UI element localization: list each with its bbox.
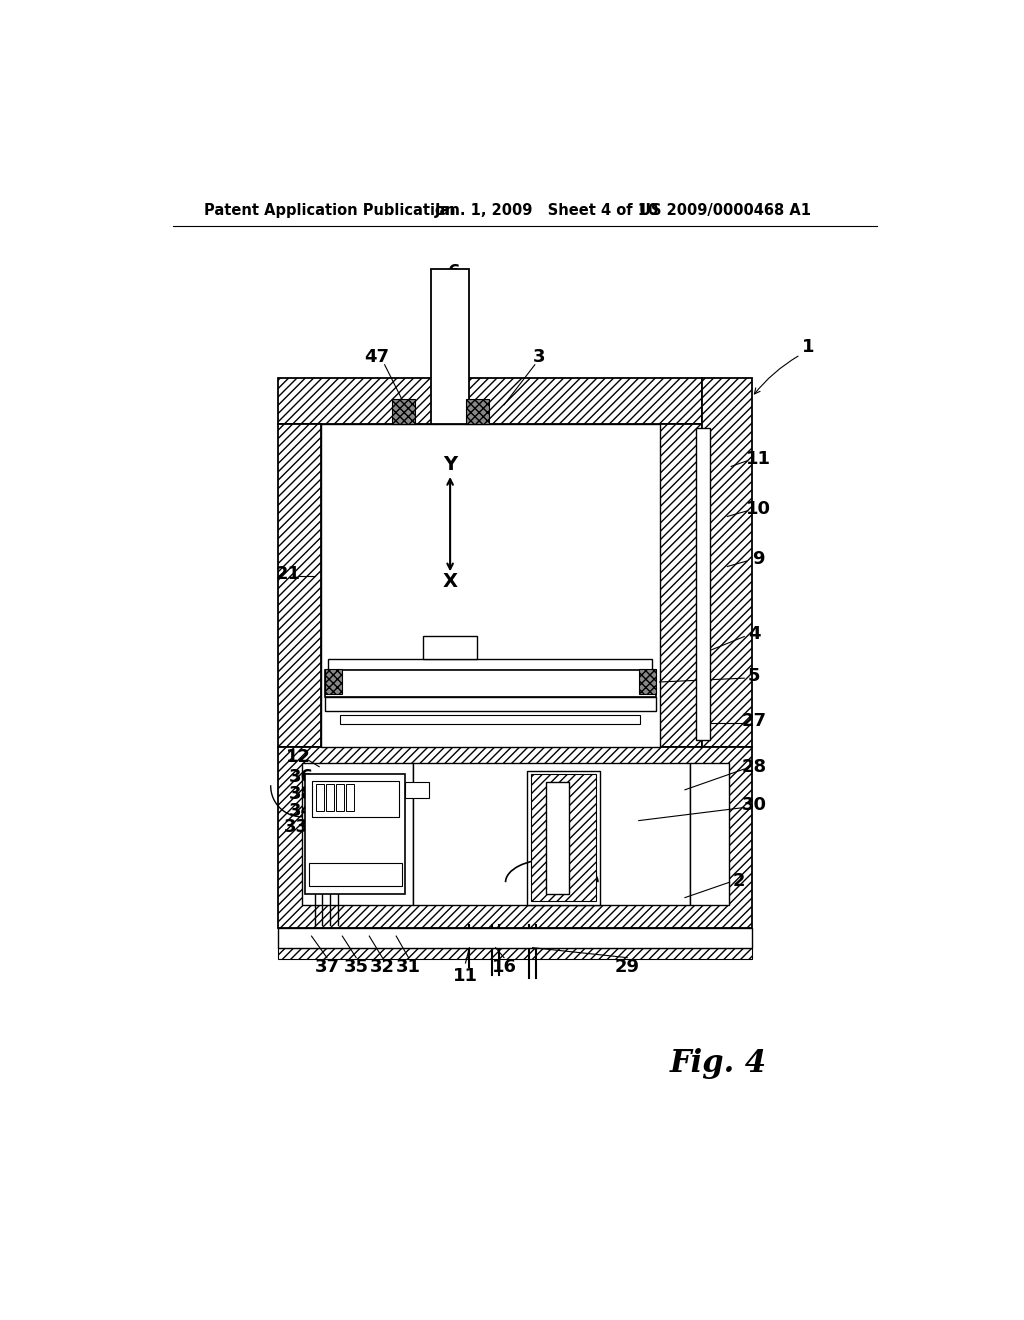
Bar (279, 378, 701, 424)
Bar (659, 424, 701, 747)
Text: 6: 6 (447, 264, 460, 281)
Bar (547, 781, 569, 894)
Text: 32: 32 (370, 958, 395, 975)
Text: Jan. 1, 2009   Sheet 4 of 10: Jan. 1, 2009 Sheet 4 of 10 (435, 203, 659, 218)
Text: Y: Y (443, 455, 457, 474)
Text: 11: 11 (453, 968, 478, 985)
Bar (279, 928, 752, 948)
Text: 12: 12 (286, 748, 311, 767)
Text: 2: 2 (732, 871, 745, 890)
Bar (690, 763, 729, 906)
Text: 27: 27 (741, 711, 767, 730)
Text: Fig. 4: Fig. 4 (670, 1048, 767, 1078)
Bar (325, 671, 655, 697)
Bar (316, 784, 324, 812)
Bar (431, 268, 469, 424)
Text: 28: 28 (741, 758, 767, 776)
Bar (279, 948, 752, 960)
Text: 47: 47 (365, 348, 389, 366)
Bar (325, 697, 655, 711)
Bar (701, 378, 752, 747)
Text: 1: 1 (802, 338, 814, 356)
Bar (466, 400, 489, 424)
Bar (346, 784, 354, 812)
Bar (695, 428, 710, 739)
Text: 11: 11 (745, 450, 771, 467)
Bar (301, 763, 413, 906)
Text: 29: 29 (614, 958, 640, 975)
Text: 4: 4 (748, 626, 761, 643)
Text: 10: 10 (745, 500, 771, 517)
Bar (531, 775, 596, 902)
Bar (325, 669, 342, 693)
Text: 37: 37 (314, 958, 339, 975)
Text: 16: 16 (492, 958, 516, 975)
Text: US 2009/0000468 A1: US 2009/0000468 A1 (639, 203, 811, 218)
Bar (305, 775, 406, 894)
Text: 21: 21 (275, 565, 301, 583)
Bar (406, 781, 429, 797)
Text: 9: 9 (752, 550, 764, 568)
Bar (326, 784, 334, 812)
Bar (340, 715, 640, 725)
Bar (321, 424, 659, 747)
Bar (392, 400, 416, 424)
Text: 33: 33 (284, 818, 308, 836)
Text: 3: 3 (532, 348, 545, 366)
Bar (279, 424, 321, 747)
Text: 35: 35 (344, 958, 369, 975)
Text: 34: 34 (289, 801, 314, 820)
Text: 38: 38 (289, 784, 314, 803)
Text: 36: 36 (289, 768, 314, 785)
Bar (311, 780, 399, 817)
Bar (279, 747, 752, 928)
Text: Patent Application Publication: Patent Application Publication (204, 203, 456, 218)
Text: 5: 5 (748, 667, 761, 685)
Text: X: X (442, 573, 458, 591)
Bar (423, 636, 477, 659)
Bar (329, 659, 652, 671)
Bar (309, 863, 401, 886)
Bar (336, 784, 344, 812)
Text: 30: 30 (741, 796, 767, 814)
Bar (639, 669, 655, 693)
Bar (527, 771, 600, 906)
Bar (413, 763, 690, 906)
Text: 31: 31 (396, 958, 421, 975)
